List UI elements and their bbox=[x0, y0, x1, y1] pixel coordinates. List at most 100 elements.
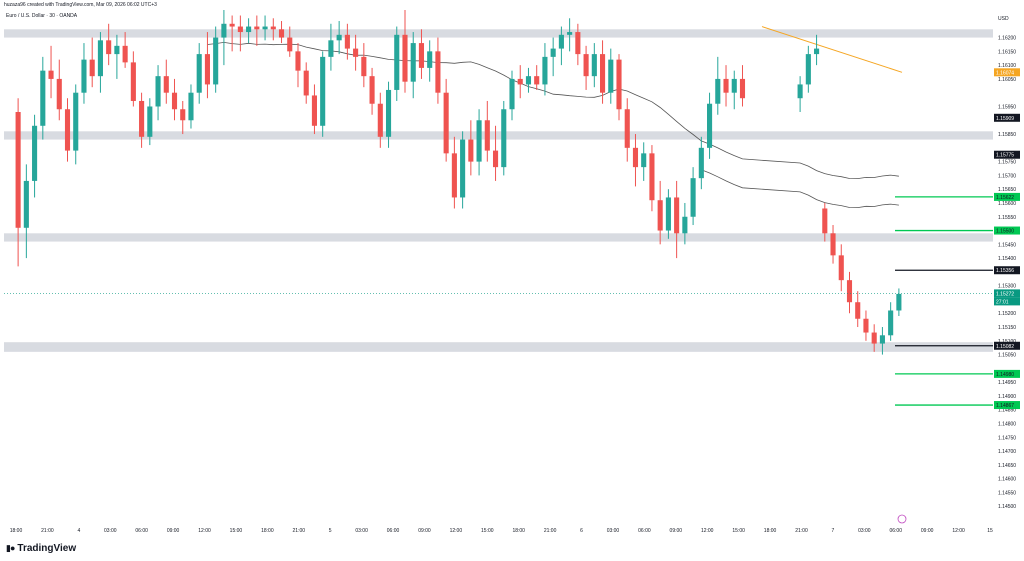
candle-body-85 bbox=[715, 78, 721, 104]
x-tick-label-9: 21:00 bbox=[293, 528, 306, 534]
level-tag-2: 1.15356 bbox=[996, 268, 1014, 274]
candle-body-33 bbox=[287, 37, 293, 52]
candle-body-50 bbox=[427, 51, 433, 68]
candle-body-67 bbox=[567, 32, 573, 35]
x-tick-label-1: 21:00 bbox=[41, 528, 54, 534]
axis-tag-2-bg bbox=[994, 150, 1020, 159]
x-tick-label-12: 06:00 bbox=[387, 528, 400, 534]
candle-body-3 bbox=[40, 70, 46, 126]
candle-body-47 bbox=[402, 34, 408, 82]
y-tick-label-3: 1.16050 bbox=[998, 77, 1016, 83]
candle-body-84 bbox=[707, 103, 713, 148]
candle-body-19 bbox=[171, 92, 178, 110]
candle-body-29 bbox=[254, 26, 260, 30]
candle-body-48 bbox=[410, 43, 416, 82]
candle-body-25 bbox=[221, 23, 227, 38]
y-tick-label-6: 1.15750 bbox=[998, 160, 1016, 166]
y-tick-label-4: 1.15950 bbox=[998, 104, 1016, 110]
candle-body-43 bbox=[369, 76, 375, 104]
lower-band-line bbox=[701, 169, 899, 209]
candle-body-68 bbox=[575, 32, 581, 55]
candle-body-41 bbox=[353, 48, 359, 57]
x-tick-label-0: 18:00 bbox=[10, 528, 23, 534]
candle-body-45 bbox=[385, 89, 392, 137]
candle-body-58 bbox=[492, 150, 499, 168]
candle-body-22 bbox=[196, 54, 202, 93]
zone-3 bbox=[4, 342, 993, 352]
x-tick-label-6: 12:00 bbox=[198, 528, 211, 534]
price-axis: 1.16200 1.16150 1.16100 1.16050 1.15950 1.158… bbox=[994, 16, 1020, 510]
y-tick-label-10: 1.15550 bbox=[998, 215, 1016, 221]
candle-body-26 bbox=[229, 23, 235, 27]
trendline bbox=[761, 26, 903, 73]
candle-body-17 bbox=[155, 76, 161, 107]
candle-body-44 bbox=[377, 103, 383, 137]
y-tick-label-23: 1.14800 bbox=[998, 422, 1016, 428]
candle-body-59 bbox=[501, 109, 507, 168]
candle-body-101 bbox=[896, 293, 902, 311]
x-tick-label-21: 09:00 bbox=[670, 528, 683, 534]
axis-tag-1-bg bbox=[994, 113, 1020, 122]
y-tick-label-0: 1.16200 bbox=[998, 36, 1016, 42]
candle-body-69 bbox=[583, 54, 589, 77]
candle-body-57 bbox=[484, 120, 490, 151]
candle-body-31 bbox=[270, 26, 276, 30]
y-tick-label-12: 1.15450 bbox=[998, 242, 1016, 248]
candle-body-97 bbox=[863, 318, 869, 333]
candle-body-38 bbox=[328, 40, 334, 57]
candle-body-21 bbox=[188, 92, 194, 121]
level-tag-5: 1.14867 bbox=[996, 403, 1014, 409]
chart-title: Euro / U.S. Dollar · 30 · OANDA bbox=[6, 13, 78, 19]
candle-body-35 bbox=[303, 70, 309, 96]
x-tick-label-24: 18:00 bbox=[764, 528, 777, 534]
x-tick-label-29: 09:00 bbox=[921, 528, 934, 534]
zone-1 bbox=[4, 131, 993, 140]
level-tag-4: 1.14980 bbox=[996, 372, 1014, 378]
x-tick-label-3: 03:00 bbox=[104, 528, 117, 534]
y-tick-label-13: 1.15400 bbox=[998, 256, 1016, 262]
lightning-icon bbox=[897, 514, 907, 524]
candle-body-34 bbox=[295, 51, 301, 71]
y-tick-label-8: 1.15650 bbox=[998, 187, 1016, 193]
x-tick-label-4: 06:00 bbox=[135, 528, 148, 534]
axis-tag-0: 1.16074 bbox=[996, 70, 1014, 76]
candle-body-88 bbox=[739, 78, 746, 99]
axis-tag-1: 1.15909 bbox=[996, 116, 1014, 122]
candle-body-2 bbox=[32, 125, 38, 181]
candle-body-40 bbox=[344, 34, 350, 49]
candle-body-10 bbox=[97, 40, 103, 77]
candle-body-20 bbox=[180, 109, 186, 121]
candle-body-28 bbox=[246, 26, 252, 33]
candle-body-92 bbox=[822, 208, 828, 234]
level-tag-3: 1.15082 bbox=[996, 344, 1014, 350]
zone-0 bbox=[4, 29, 993, 38]
y-tick-label-14: 1.15300 bbox=[998, 284, 1016, 290]
candle-body-86 bbox=[723, 78, 729, 93]
currency-label: USD bbox=[998, 16, 1009, 22]
candle-body-18 bbox=[163, 76, 169, 93]
candle-body-60 bbox=[509, 78, 515, 110]
current-price-tag-bg bbox=[994, 289, 1020, 298]
candle-body-80 bbox=[674, 197, 680, 234]
candle-body-39 bbox=[336, 34, 342, 41]
candle-body-93 bbox=[830, 233, 836, 256]
candles-layer bbox=[15, 10, 902, 355]
candle-body-11 bbox=[106, 40, 112, 55]
candle-body-24 bbox=[213, 37, 219, 85]
y-tick-label-22: 1.14850 bbox=[998, 408, 1016, 414]
chart-caption: huzaza96 created with TradingView.com, M… bbox=[4, 2, 157, 8]
y-tick-label-21: 1.14900 bbox=[998, 394, 1016, 400]
level-tag-1-bg bbox=[994, 226, 1020, 235]
x-tick-label-28: 06:00 bbox=[889, 528, 902, 534]
x-tick-label-17: 21:00 bbox=[544, 528, 557, 534]
candle-body-91 bbox=[814, 48, 820, 55]
candle-body-52 bbox=[443, 92, 449, 154]
candle-body-70 bbox=[591, 54, 597, 77]
x-tick-label-16: 18:00 bbox=[512, 528, 525, 534]
candle-body-30 bbox=[262, 26, 268, 30]
candle-body-8 bbox=[81, 59, 87, 93]
candle-body-51 bbox=[435, 51, 441, 93]
candle-body-63 bbox=[534, 76, 540, 85]
y-tick-label-1: 1.16150 bbox=[998, 49, 1016, 55]
